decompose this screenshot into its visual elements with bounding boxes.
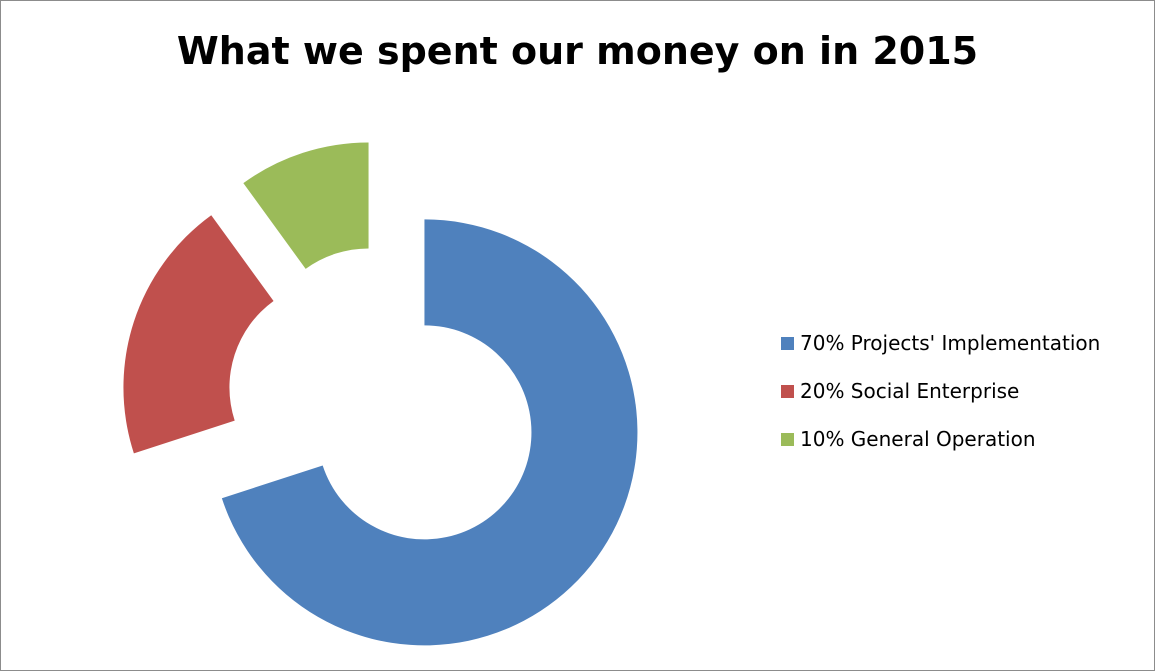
slice-projects [221,219,638,646]
chart-title: What we spent our money on in 2015 [176,29,979,73]
legend-item-general-operation: 10% General Operation [781,415,1100,463]
legend-swatch-projects [781,336,794,350]
legend-label-general-operation: 10% General Operation [800,427,1036,451]
legend-label-projects: 70% Projects' Implementation [800,331,1101,355]
slice-general-operation [243,142,369,269]
legend-item-projects: 70% Projects' Implementation [781,319,1100,367]
legend: 70% Projects' Implementation 20% Social … [781,319,1100,463]
legend-label-social-enterprise: 20% Social Enterprise [800,379,1020,403]
legend-swatch-social-enterprise [781,384,794,398]
legend-item-social-enterprise: 20% Social Enterprise [781,367,1100,415]
legend-swatch-general-operation [781,432,794,446]
slices-group [123,142,638,646]
slice-social-enterprise [123,215,274,454]
